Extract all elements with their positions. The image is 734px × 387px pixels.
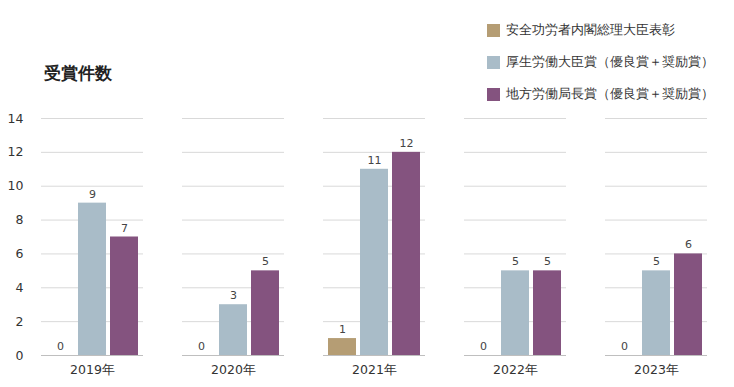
svg-text:4: 4 (16, 280, 24, 295)
svg-text:2020年: 2020年 (211, 362, 256, 377)
svg-text:7: 7 (121, 222, 128, 235)
svg-text:5: 5 (653, 255, 660, 268)
svg-text:1: 1 (339, 323, 346, 336)
html-text:地方労働局長賞（優良賞＋奨励賞）: 地方労働局長賞（優良賞＋奨励賞） (506, 85, 714, 101)
svg-text:3: 3 (230, 289, 237, 302)
svg-text:2: 2 (16, 314, 24, 329)
svg-text:0: 0 (57, 340, 64, 353)
html-text:厚生労働大臣賞（優良賞＋奨励賞）: 厚生労働大臣賞（優良賞＋奨励賞） (506, 53, 714, 69)
svg-text:0: 0 (198, 340, 205, 353)
svg-text:5: 5 (544, 255, 551, 268)
svg-text:9: 9 (89, 188, 96, 201)
svg-text:5: 5 (262, 255, 269, 268)
svg-text:2019年: 2019年 (70, 362, 115, 377)
html-text:受賞件数: 受賞件数 (44, 63, 112, 83)
svg-text:14: 14 (8, 111, 24, 126)
svg-text:0: 0 (16, 348, 24, 363)
svg-text:0: 0 (621, 340, 628, 353)
svg-text:11: 11 (368, 154, 382, 167)
svg-text:2021年: 2021年 (352, 362, 397, 377)
svg-text:0: 0 (480, 340, 487, 353)
svg-text:2023年: 2023年 (634, 362, 679, 377)
svg-text:12: 12 (8, 144, 24, 159)
html-text:安全功労者内閣総理大臣表彰: 安全功労者内閣総理大臣表彰 (506, 21, 675, 37)
svg-text:2022年: 2022年 (493, 362, 538, 377)
svg-text:10: 10 (8, 178, 24, 193)
svg-text:5: 5 (512, 255, 519, 268)
svg-text:6: 6 (685, 238, 692, 251)
svg-text:12: 12 (400, 137, 414, 150)
svg-text:8: 8 (16, 212, 24, 227)
svg-text:6: 6 (16, 246, 24, 261)
